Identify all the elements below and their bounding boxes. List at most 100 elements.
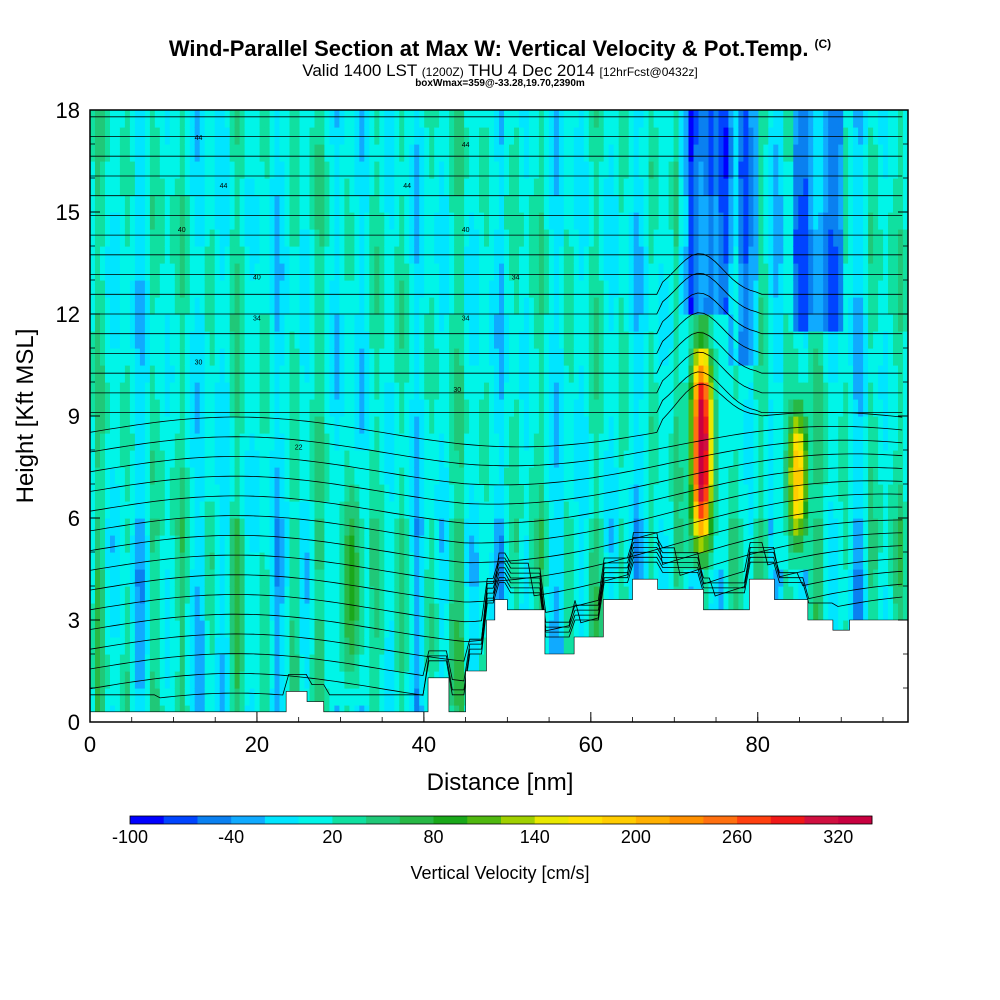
field-cell [618, 110, 625, 128]
field-cell [593, 365, 600, 383]
field-cell [613, 518, 620, 536]
field-cell [304, 263, 311, 281]
field-cell [668, 144, 675, 162]
field-cell [314, 348, 321, 366]
field-cell [110, 331, 116, 349]
field-cell [499, 331, 505, 349]
field-cell [479, 484, 485, 502]
field-cell [254, 331, 261, 349]
field-cell [324, 212, 330, 230]
field-cell [688, 433, 695, 451]
field-cell [663, 450, 670, 468]
field-cell [753, 212, 759, 230]
field-cell [698, 569, 705, 587]
field-cell [698, 433, 705, 451]
field-cell [439, 229, 445, 247]
field-cell [334, 586, 340, 604]
field-cell [354, 331, 360, 349]
field-cell [339, 348, 345, 366]
field-cell [154, 161, 161, 179]
field-cell [269, 654, 276, 672]
field-cell [558, 620, 565, 638]
field-cell [519, 518, 525, 536]
field-cell [204, 671, 211, 689]
field-cell [329, 144, 335, 162]
field-cell [514, 314, 520, 332]
field-cell [124, 212, 131, 230]
field-cell [319, 161, 325, 179]
field-cell [618, 178, 625, 196]
field-cell [249, 110, 256, 128]
field-cell [394, 450, 400, 468]
field-cell [748, 161, 754, 179]
field-cell [209, 552, 216, 570]
field-cell [394, 586, 400, 604]
field-cell [269, 450, 276, 468]
field-cell [184, 110, 191, 128]
field-cell [429, 110, 435, 128]
field-cell [673, 433, 680, 451]
field-cell [404, 263, 410, 281]
field-cell [249, 535, 256, 553]
field-cell [394, 280, 400, 298]
field-cell [169, 144, 176, 162]
field-cell [274, 654, 281, 672]
field-cell [304, 297, 311, 315]
field-cell [254, 348, 261, 366]
field-cell [484, 518, 490, 536]
field-cell [459, 654, 465, 672]
field-cell [444, 484, 450, 502]
field-cell [484, 535, 490, 553]
field-cell [294, 501, 301, 519]
field-cell [578, 586, 585, 604]
field-cell [773, 263, 779, 281]
field-cell [284, 603, 291, 621]
field-cell [119, 518, 126, 536]
field-cell [499, 195, 505, 213]
field-cell [169, 297, 176, 315]
field-cell [369, 297, 375, 315]
field-cell [523, 331, 530, 349]
field-cell [139, 297, 146, 315]
field-cell [199, 348, 206, 366]
field-cell [284, 365, 291, 383]
field-cell [244, 348, 251, 366]
field-cell [314, 433, 321, 451]
field-cell [743, 586, 749, 604]
field-cell [279, 586, 286, 604]
field-cell [743, 348, 749, 366]
field-cell [209, 433, 216, 451]
field-cell [404, 637, 410, 655]
field-cell [134, 382, 141, 400]
field-cell [688, 314, 695, 332]
field-cell [533, 144, 540, 162]
field-cell [239, 263, 246, 281]
field-cell [608, 467, 615, 485]
field-cell [519, 348, 525, 366]
field-cell [139, 399, 146, 417]
field-cell [114, 263, 121, 281]
field-cell [100, 484, 106, 502]
field-cell [728, 195, 734, 213]
field-cell [129, 620, 136, 638]
field-cell [304, 127, 311, 145]
field-cell [344, 314, 350, 332]
field-cell [638, 569, 645, 587]
field-cell [439, 144, 445, 162]
field-cell [528, 365, 535, 383]
field-cell [284, 654, 291, 672]
field-cell [339, 467, 345, 485]
field-cell [304, 637, 311, 655]
field-cell [379, 552, 385, 570]
field-cell [369, 127, 375, 145]
field-cell [239, 467, 246, 485]
field-cell [95, 280, 101, 298]
field-cell [159, 518, 166, 536]
field-cell [204, 110, 211, 128]
field-cell [718, 450, 725, 468]
field-cell [484, 467, 490, 485]
field-cell [189, 637, 196, 655]
field-cell [588, 263, 595, 281]
field-cell [678, 178, 685, 196]
field-cell [763, 416, 769, 434]
